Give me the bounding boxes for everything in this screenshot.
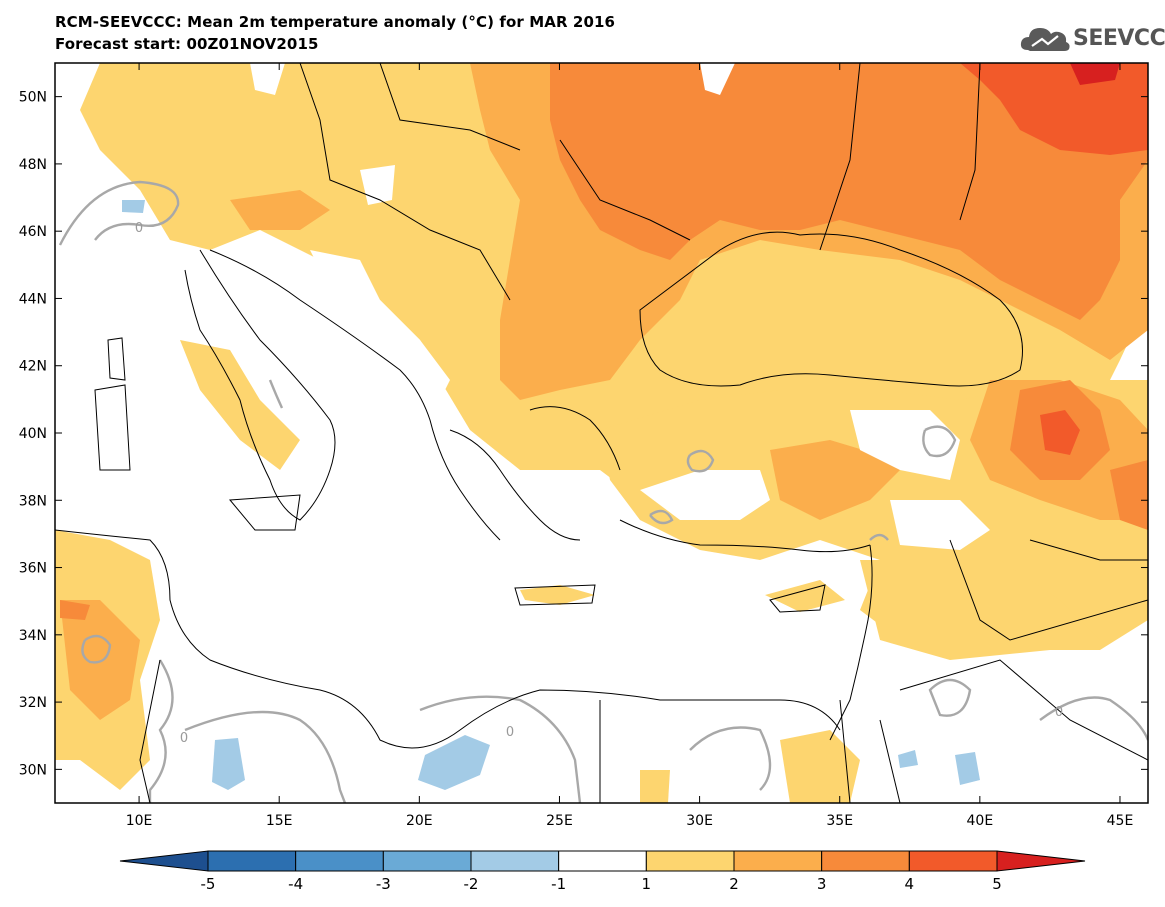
anomaly-4-5 (960, 63, 1148, 155)
colorbar-low-extend (119, 850, 209, 872)
seevccc-logo: SEEVCCC (1018, 22, 1165, 56)
zero-contour-label: 0 (135, 221, 143, 236)
lat-tick-label: 48N (19, 157, 47, 173)
colorbar-bin (733, 850, 823, 872)
colorbar-tick-label: 1 (642, 875, 652, 893)
lat-tick-label: 40N (19, 426, 47, 442)
lat-tick-label: 30N (19, 762, 47, 778)
colorbar-tick-label: -4 (288, 875, 303, 893)
colorbar-bin (470, 850, 560, 872)
lon-tick-label: 45E (1107, 813, 1134, 829)
longitude-axis: 10E 15E 20E 25E 30E 35E 40E 45E (126, 63, 1134, 829)
lon-tick-label: 20E (406, 813, 433, 829)
lat-tick-label: 38N (19, 493, 47, 509)
lon-tick-label: 35E (826, 813, 853, 829)
lon-tick-label: 40E (967, 813, 994, 829)
coastlines (55, 63, 1148, 803)
cloud-logo-icon (1020, 28, 1070, 51)
lat-tick-label: 50N (19, 90, 47, 106)
anomaly-field (55, 63, 1148, 803)
colorbar-bin (908, 850, 998, 872)
zero-contours (58, 180, 1148, 803)
lon-tick-label: 15E (266, 813, 293, 829)
colorbar-bin (558, 850, 647, 872)
colorbar-tick-label: 2 (729, 875, 739, 893)
colorbar-bin (645, 850, 735, 872)
colorbar-tick-label: 4 (905, 875, 915, 893)
lat-tick-label: 34N (19, 628, 47, 644)
colorbar: -5 -4 -3 -2 -1 1 2 3 4 5 (119, 850, 1086, 893)
colorbar-high-extend (996, 850, 1086, 872)
colorbar-bin (821, 850, 910, 872)
zero-contour-label: 0 (1055, 705, 1063, 720)
colorbar-bin (207, 850, 297, 872)
lon-tick-label: 10E (126, 813, 153, 829)
latitude-axis: 50N 48N 46N 44N 42N 40N 38N 36N 34N 32N 30N (19, 90, 1148, 778)
colorbar-bin (295, 850, 384, 872)
colorbar-bin (382, 850, 472, 872)
lon-tick-label: 30E (686, 813, 713, 829)
colorbar-tick-label: 5 (992, 875, 1002, 893)
map-title: RCM-SEEVCCC: Mean 2m temperature anomaly… (55, 13, 616, 31)
zero-contour-label: 0 (180, 731, 188, 746)
colorbar-tick-label: -2 (464, 875, 479, 893)
zero-contour-labels: 0 0 0 0 (135, 221, 1063, 746)
lat-tick-label: 36N (19, 561, 47, 577)
lat-tick-label: 32N (19, 695, 47, 711)
lat-tick-label: 46N (19, 224, 47, 240)
anomaly-3-4 (550, 63, 1148, 320)
colorbar-tick-label: 3 (817, 875, 827, 893)
lat-tick-label: 44N (19, 291, 47, 307)
colorbar-tick-label: -3 (376, 875, 391, 893)
forecast-start-label: Forecast start: 00Z01NOV2015 (55, 35, 319, 53)
colorbar-tick-label: -1 (551, 875, 566, 893)
colorbar-tick-label: -5 (201, 875, 216, 893)
logo-text: SEEVCCC (1073, 26, 1165, 51)
zero-contour-label: 0 (506, 725, 514, 740)
lon-tick-label: 25E (546, 813, 573, 829)
lat-tick-label: 42N (19, 359, 47, 375)
anomaly-neg-alps (122, 200, 145, 213)
anomaly-neg-libya (212, 738, 245, 790)
